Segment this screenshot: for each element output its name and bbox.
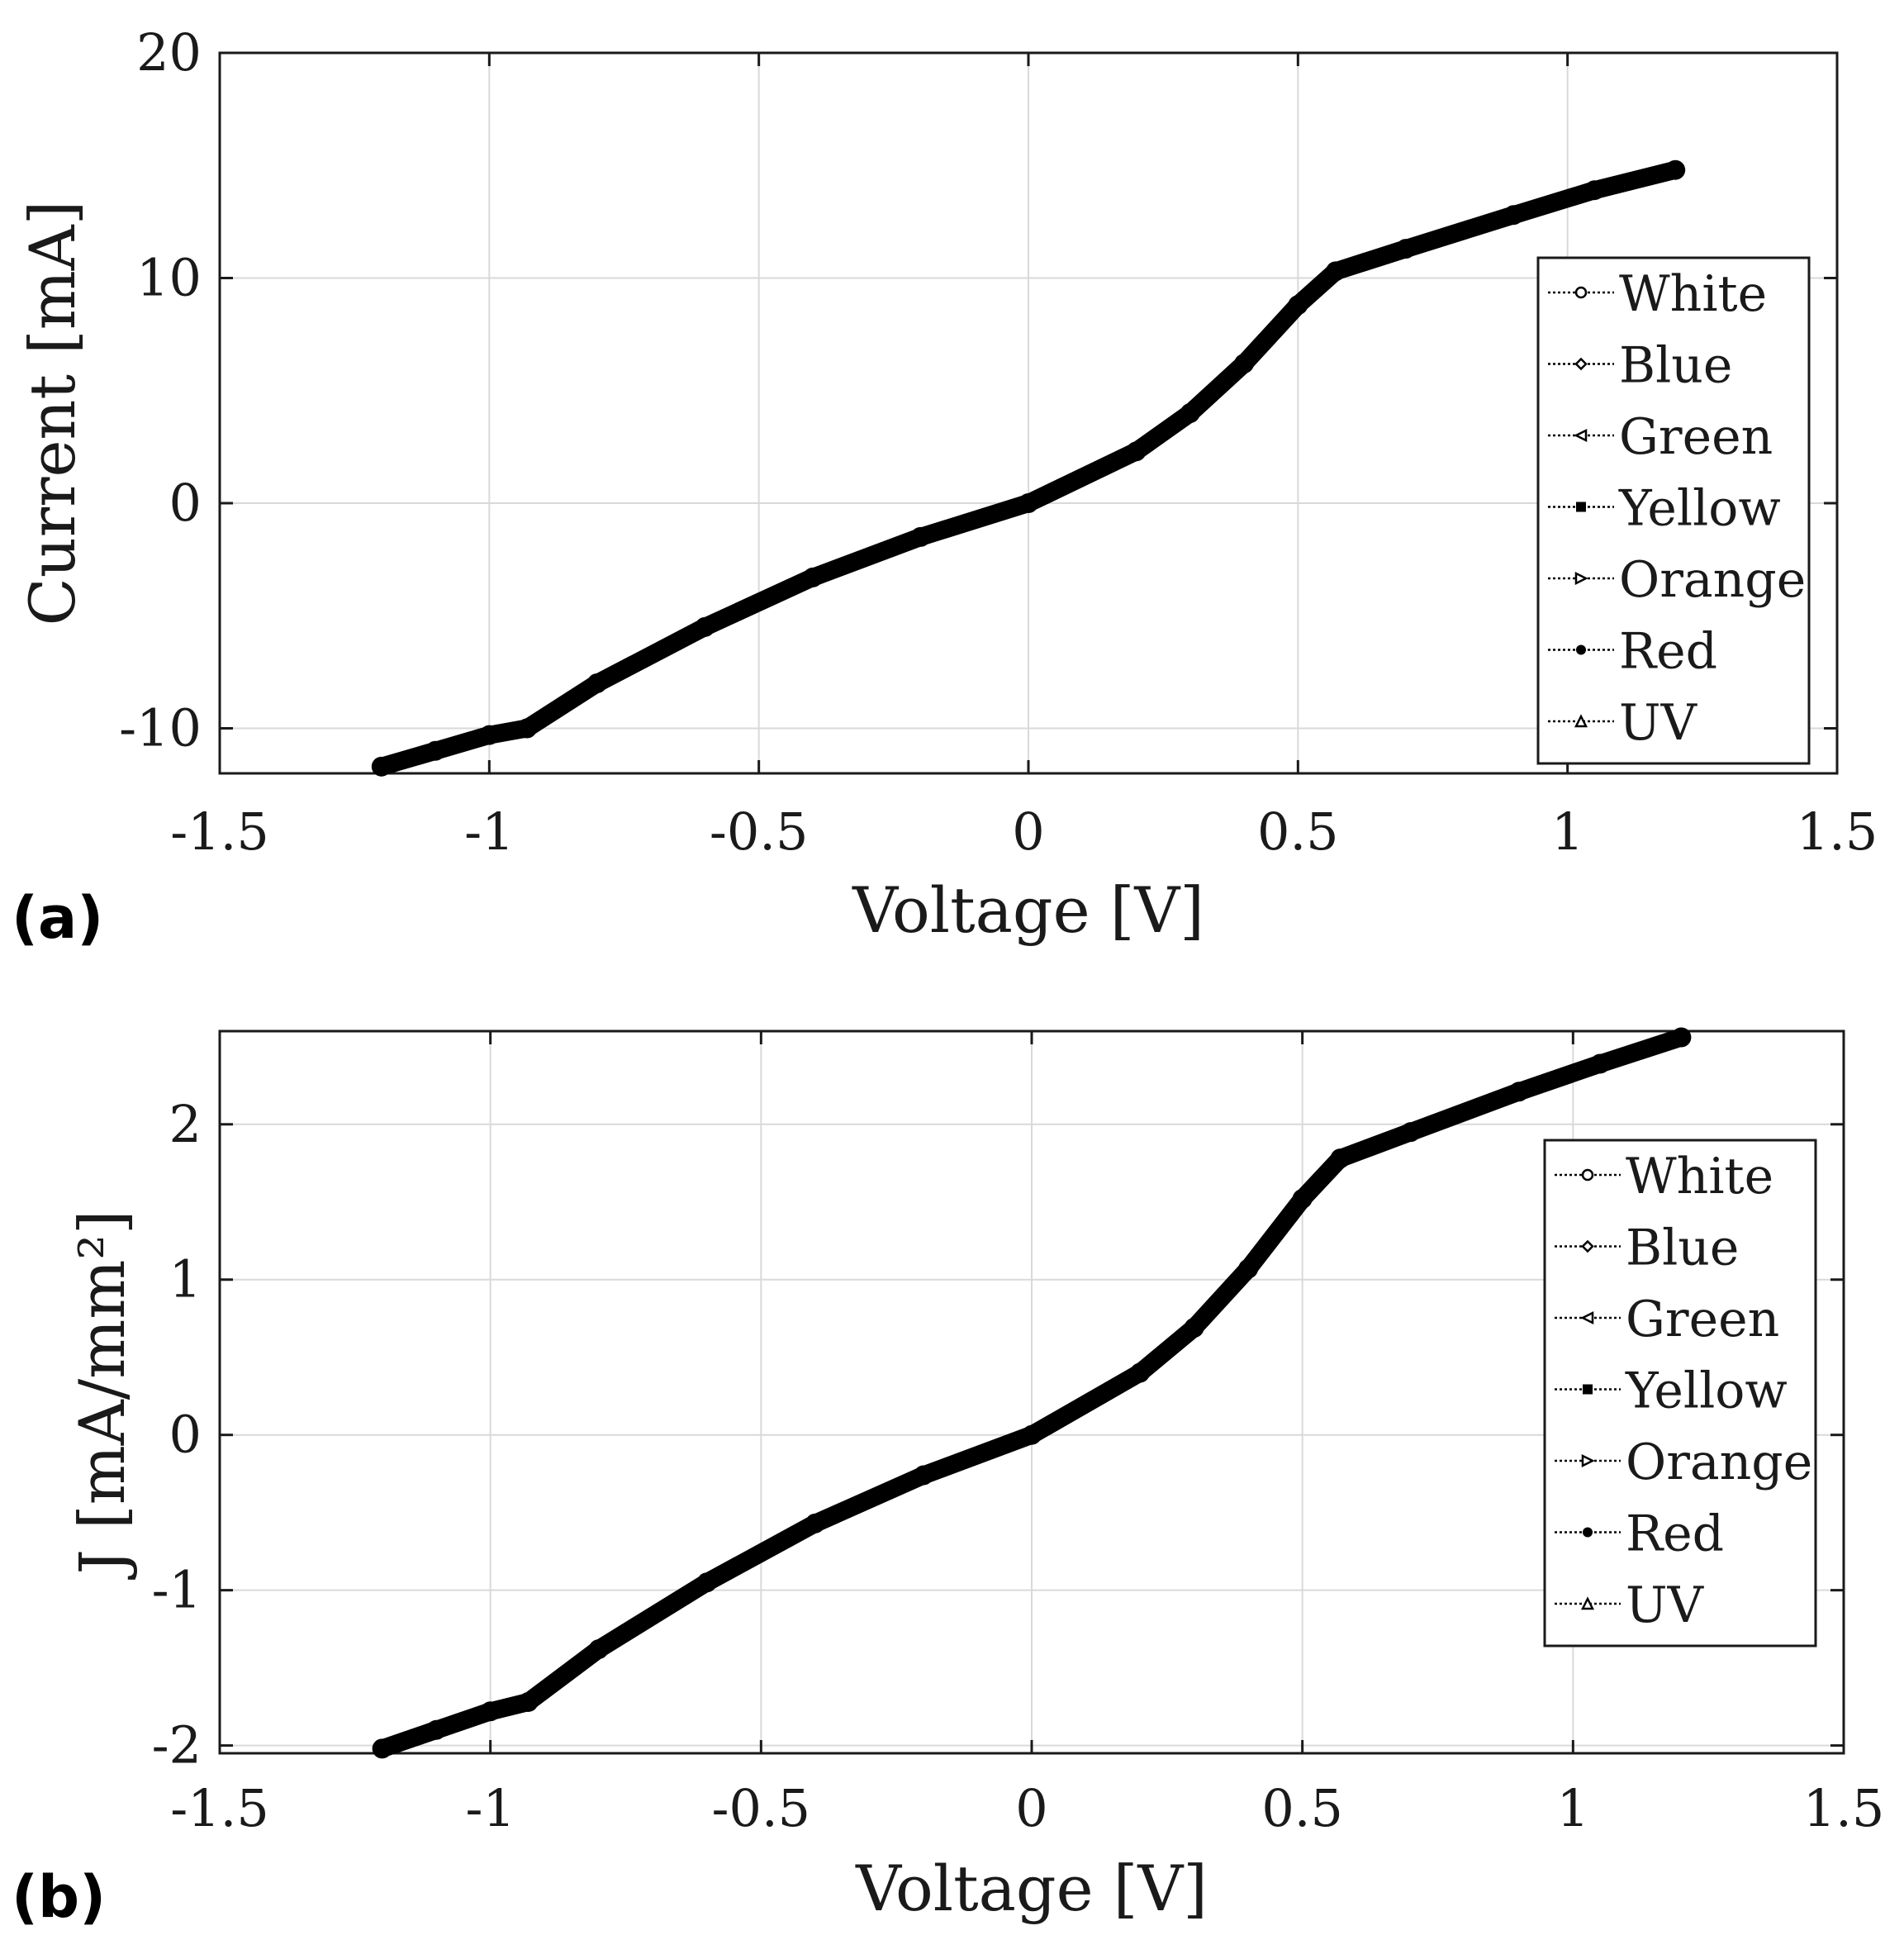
data-point — [1671, 1027, 1692, 1048]
data-point — [696, 1572, 717, 1593]
data-point — [586, 673, 607, 693]
data-point — [1292, 1188, 1313, 1209]
legend-marker-diamond — [1574, 357, 1588, 371]
data-point — [1508, 1082, 1529, 1102]
legend-entry-blue: Blue — [1626, 1220, 1739, 1277]
data-point — [1234, 354, 1255, 374]
legend-entry-white: White — [1619, 265, 1767, 323]
data-point — [1400, 1122, 1421, 1143]
legend-marker-square — [1576, 502, 1586, 512]
y-tick-label: 20 — [136, 22, 202, 83]
legend-entry-blue: Blue — [1619, 337, 1732, 395]
x-tick-label: -0.5 — [710, 801, 809, 862]
y-tick-label: -2 — [152, 1715, 202, 1776]
x-tick-label: 0 — [1012, 801, 1044, 862]
data-point — [425, 740, 446, 761]
legend-entry-green: Green — [1626, 1291, 1779, 1348]
y-tick-label: 10 — [136, 248, 202, 308]
legend-marker-diamond — [1581, 1239, 1594, 1253]
legend-marker-star — [1583, 1527, 1593, 1538]
data-point — [1503, 205, 1524, 226]
chart-panel-a: -1.5 -1 -0.5 0 0.5 1 1.5 -10 0 10 20 Voltage [V] Cur… — [12, 22, 1878, 952]
x-tick-label: 0 — [1015, 1778, 1047, 1838]
y-axis-label: Current [mA] — [16, 201, 89, 626]
data-point — [518, 1691, 539, 1712]
data-point — [1126, 441, 1147, 462]
y-tick-label: 0 — [169, 473, 202, 533]
data-point — [1238, 1258, 1259, 1279]
x-tick-label: -1.5 — [170, 801, 269, 862]
legend-entry-green: Green — [1619, 408, 1773, 466]
x-tick-label: 0.5 — [1261, 1778, 1343, 1838]
legend-marker-triangle-right — [1581, 1453, 1595, 1468]
legend-entry-orange: Orange — [1626, 1434, 1812, 1491]
data-point — [910, 526, 931, 547]
y-tick-label: 2 — [169, 1094, 202, 1154]
legend-entry-orange: Orange — [1619, 551, 1806, 609]
data-point — [802, 567, 823, 587]
legend-marker-circle — [1574, 286, 1588, 299]
legend: White Blue Green Yellow Orange Red UV — [1536, 256, 1811, 765]
data-point — [1395, 239, 1416, 259]
data-point — [1288, 295, 1308, 316]
legend-marker-triangle-left — [1574, 428, 1588, 443]
x-axis-label: Voltage [V] — [852, 873, 1204, 947]
data-point — [695, 616, 715, 637]
y-tick-label: -1 — [152, 1560, 202, 1620]
legend-marker-square — [1583, 1384, 1593, 1395]
x-tick-label: -1 — [465, 1778, 515, 1838]
legend-marker-triangle-up — [1574, 714, 1588, 728]
x-tick-label: 1 — [1551, 801, 1584, 862]
x-tick-label: 1 — [1557, 1778, 1589, 1838]
data-point — [913, 1465, 933, 1486]
x-axis-label: Voltage [V] — [855, 1852, 1208, 1925]
data-point — [1326, 261, 1346, 282]
x-tick-label: -0.5 — [712, 1778, 811, 1838]
x-tick-label: -1.5 — [170, 1778, 269, 1838]
y-tick-label: -10 — [119, 698, 202, 758]
data-point — [1130, 1362, 1151, 1383]
chart-panel-b: -1.5 -1 -0.5 0 0.5 1 1.5 -2 -1 0 1 2 Voltage [V] J [m… — [12, 1027, 1885, 1931]
x-tick-label: 1.5 — [1803, 1778, 1885, 1838]
data-point — [1665, 159, 1686, 180]
data-point — [517, 718, 538, 739]
data-point — [588, 1639, 609, 1660]
data-point — [371, 756, 392, 777]
panel-label: (b) — [12, 1863, 106, 1931]
data-point — [1184, 1317, 1204, 1338]
data-point — [805, 1513, 825, 1533]
y-axis-label: J [mA/mm²] — [65, 1210, 139, 1580]
data-point — [1590, 1053, 1611, 1074]
legend-entry-uv: UV — [1626, 1576, 1705, 1634]
legend-marker-circle — [1581, 1168, 1594, 1182]
legend-entry-yellow: Yellow — [1625, 1362, 1788, 1420]
legend-marker-triangle-left — [1580, 1310, 1594, 1325]
x-tick-label: 0.5 — [1257, 801, 1339, 862]
x-tick-label: 1.5 — [1797, 801, 1878, 862]
data-point — [1584, 180, 1605, 201]
data-point — [479, 725, 500, 745]
legend-entry-red: Red — [1626, 1505, 1724, 1563]
data-point — [426, 1719, 447, 1740]
data-point — [1022, 1424, 1042, 1445]
y-tick-label: 0 — [169, 1405, 202, 1465]
data-point — [1180, 403, 1200, 423]
legend-entry-uv: UV — [1619, 694, 1698, 752]
legend-entry-red: Red — [1619, 623, 1717, 681]
x-tick-label: -1 — [464, 801, 514, 862]
data-point — [372, 1738, 392, 1759]
y-tick-label: 1 — [169, 1249, 202, 1310]
legend-marker-star — [1576, 644, 1586, 655]
panel-label: (a) — [12, 884, 103, 952]
data-point — [1018, 493, 1038, 513]
data-point — [480, 1701, 501, 1722]
legend-marker-triangle-up — [1580, 1596, 1595, 1610]
legend-entry-yellow: Yellow — [1618, 480, 1781, 538]
legend-marker-triangle-right — [1574, 571, 1588, 586]
data-point — [1330, 1148, 1351, 1169]
legend-entry-white: White — [1626, 1148, 1773, 1205]
legend: White Blue Green Yellow Orange Red UV — [1543, 1139, 1817, 1648]
